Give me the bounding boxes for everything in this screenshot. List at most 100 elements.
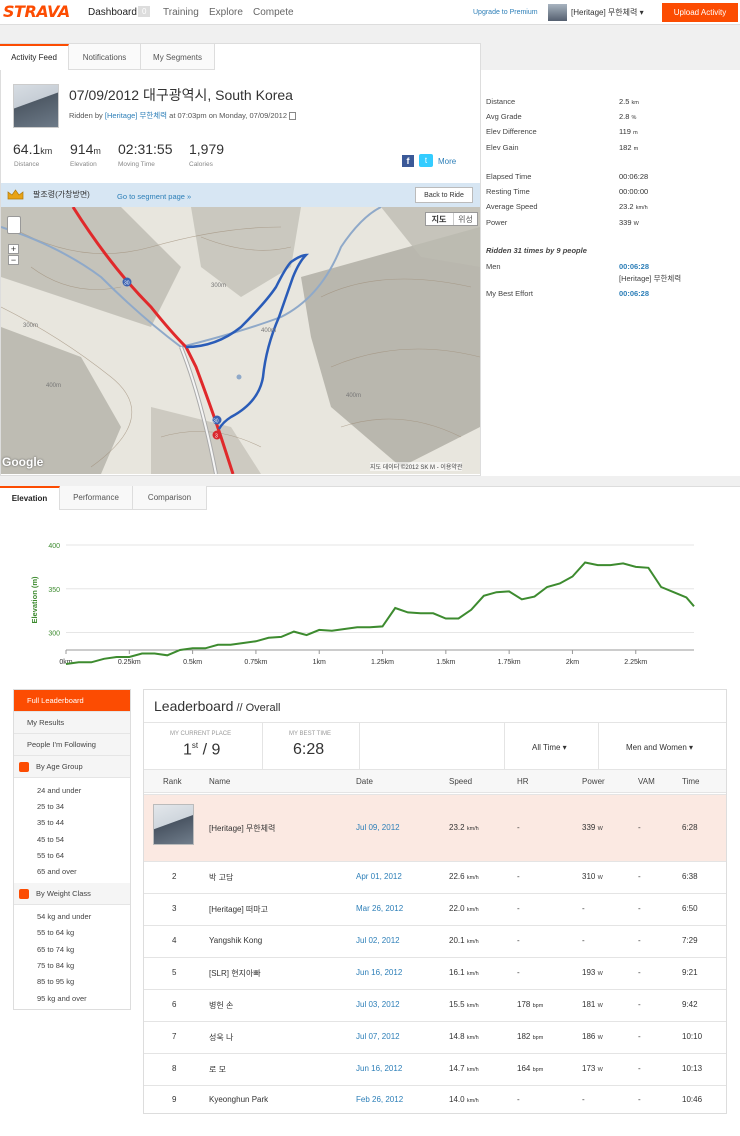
cell-name[interactable]: [Heritage] 무한체력: [209, 823, 276, 833]
cell-date[interactable]: Jul 07, 2012: [356, 1032, 400, 1041]
time-filter-dropdown[interactable]: All Time ▾: [532, 743, 567, 752]
col-power[interactable]: Power: [582, 777, 605, 786]
gender-filter-dropdown[interactable]: Men and Women ▾: [626, 743, 694, 752]
user-menu[interactable]: [Heritage] 무한체력 ▾: [571, 8, 644, 17]
weight-95-over[interactable]: 95 kg and over: [37, 994, 87, 1003]
map-canvas[interactable]: 30 30 3 400m 300m 400m 300m 400m: [1, 207, 480, 474]
tab-notifications[interactable]: Notifications: [69, 44, 141, 70]
weight-75-84[interactable]: 75 to 84 kg: [37, 961, 75, 970]
tab-my-segments[interactable]: My Segments: [141, 44, 215, 70]
cell-name[interactable]: 성욱 나: [209, 1033, 234, 1042]
cell-date[interactable]: Jul 03, 2012: [356, 1000, 400, 1009]
age-24-under[interactable]: 24 and under: [37, 786, 82, 795]
col-speed[interactable]: Speed: [449, 777, 473, 786]
cell-rank: 9: [172, 1094, 177, 1104]
tab-performance[interactable]: Performance: [60, 486, 133, 510]
user-avatar[interactable]: [548, 4, 567, 21]
nav-dashboard[interactable]: Dashboard: [88, 7, 137, 18]
cell-vam: -: [638, 1032, 641, 1041]
tab-comparison[interactable]: Comparison: [133, 486, 207, 510]
table-row[interactable]: [144, 957, 726, 989]
kom-men-name[interactable]: [Heritage] 무한체력: [619, 274, 682, 283]
weight-55-64[interactable]: 55 to 64 kg: [37, 928, 75, 937]
cell-hr: -: [517, 822, 520, 832]
map-type-satellite[interactable]: 위성: [453, 213, 477, 225]
cell-name[interactable]: 박 고담: [209, 873, 234, 882]
zoom-in-button[interactable]: +: [8, 244, 19, 254]
table-row[interactable]: [144, 1085, 726, 1114]
segment-map[interactable]: 30 30 3 400m 300m 400m 300m 400m: [1, 207, 480, 474]
x-tick-label: 0km: [59, 659, 72, 666]
upload-activity-button[interactable]: Upload Activity: [662, 3, 738, 22]
col-name[interactable]: Name: [209, 777, 231, 786]
col-time[interactable]: Time: [682, 777, 700, 786]
cell-name[interactable]: Kyeonghun Park: [209, 1094, 269, 1104]
cell-power: 186 W: [582, 1032, 603, 1041]
calories-value: 1,979: [189, 141, 225, 157]
nav-full-leaderboard[interactable]: Full Leaderboard: [14, 690, 130, 712]
age-55-64[interactable]: 55 to 64: [37, 851, 65, 860]
cell-name[interactable]: [SLR] 현지아빠: [209, 969, 261, 978]
table-row[interactable]: [144, 1021, 726, 1053]
strava-logo[interactable]: STRAVA: [3, 2, 70, 21]
calendar-icon[interactable]: [289, 112, 297, 121]
table-row[interactable]: [144, 861, 726, 893]
weight-54-under[interactable]: 54 kg and under: [37, 912, 92, 921]
age-25-34[interactable]: 25 to 34: [37, 802, 65, 811]
cell-name[interactable]: Yangshik Kong: [209, 936, 263, 945]
cell-date[interactable]: Mar 26, 2012: [356, 904, 404, 913]
cell-name[interactable]: [Heritage] 떠마고: [209, 905, 268, 914]
age-35-44[interactable]: 35 to 44: [37, 818, 65, 827]
col-date[interactable]: Date: [356, 777, 373, 786]
y-tick-label: 300: [48, 631, 60, 638]
stat-elev-gain-label: Elev Gain: [486, 143, 519, 152]
tab-activity-feed[interactable]: Activity Feed: [0, 44, 69, 70]
rider-photo[interactable]: [13, 84, 59, 128]
leader-photo[interactable]: [153, 804, 194, 845]
street-view-pegman-icon[interactable]: [7, 216, 21, 234]
cell-date[interactable]: Jun 16, 2012: [356, 968, 403, 977]
upgrade-premium-link[interactable]: Upgrade to Premium: [473, 9, 538, 16]
nav-training[interactable]: Training: [163, 7, 199, 18]
map-type-map[interactable]: 지도: [431, 215, 447, 224]
cell-date[interactable]: Apr 01, 2012: [356, 872, 402, 881]
my-best-effort-time[interactable]: 00:06:28: [619, 289, 650, 298]
nav-people-following[interactable]: People I'm Following: [14, 734, 130, 756]
nav-by-weight-class[interactable]: By Weight Class: [14, 883, 130, 905]
ridden-by-line: Ridden by [Heritage] 무한체력 at 07:03pm on …: [69, 110, 297, 121]
nav-by-age-group[interactable]: By Age Group: [14, 756, 130, 778]
cell-date[interactable]: Jun 16, 2012: [356, 1064, 403, 1073]
facebook-icon[interactable]: f: [402, 155, 414, 167]
cell-date[interactable]: Jul 02, 2012: [356, 936, 400, 945]
more-share-link[interactable]: More: [438, 157, 457, 166]
age-45-54[interactable]: 45 to 54: [37, 835, 65, 844]
nav-explore[interactable]: Explore: [209, 7, 243, 18]
weight-65-74[interactable]: 65 to 74 kg: [37, 945, 75, 954]
nav-compete[interactable]: Compete: [253, 7, 294, 18]
cell-date[interactable]: Jul 09, 2012: [356, 822, 400, 832]
elevation-chart[interactable]: 400 350 300 0km 0.25km 0.5km 0.75km 1km 1.25km 1.…: [0, 530, 740, 670]
table-row[interactable]: [144, 893, 726, 925]
go-to-segment-link[interactable]: Go to segment page »: [117, 192, 192, 201]
twitter-icon[interactable]: t: [419, 154, 433, 167]
table-row[interactable]: [144, 989, 726, 1021]
table-row[interactable]: [144, 1053, 726, 1085]
distance-label: Distance: [14, 161, 40, 168]
cell-name[interactable]: 로 모: [209, 1065, 226, 1074]
back-to-ride-button[interactable]: Back to Ride: [415, 187, 473, 203]
cell-name[interactable]: 병헌 손: [209, 1001, 234, 1010]
col-rank[interactable]: Rank: [163, 777, 182, 786]
tab-elevation[interactable]: Elevation: [0, 486, 60, 510]
weight-85-95[interactable]: 85 to 95 kg: [37, 977, 75, 986]
cell-date[interactable]: Feb 26, 2012: [356, 1094, 404, 1104]
kom-men-time[interactable]: 00:06:28: [619, 262, 650, 271]
table-row[interactable]: [144, 794, 726, 861]
rider-link[interactable]: [Heritage] 무한체력: [104, 111, 168, 120]
age-65-over[interactable]: 65 and over: [37, 867, 77, 876]
zoom-out-button[interactable]: −: [8, 255, 19, 265]
col-hr[interactable]: HR: [517, 777, 529, 786]
map-copyright[interactable]: 지도 데이터 ©2012 SK M - 이용약관: [370, 462, 463, 471]
col-vam[interactable]: VAM: [638, 777, 655, 786]
nav-my-results[interactable]: My Results: [14, 712, 130, 734]
table-row[interactable]: [144, 925, 726, 957]
